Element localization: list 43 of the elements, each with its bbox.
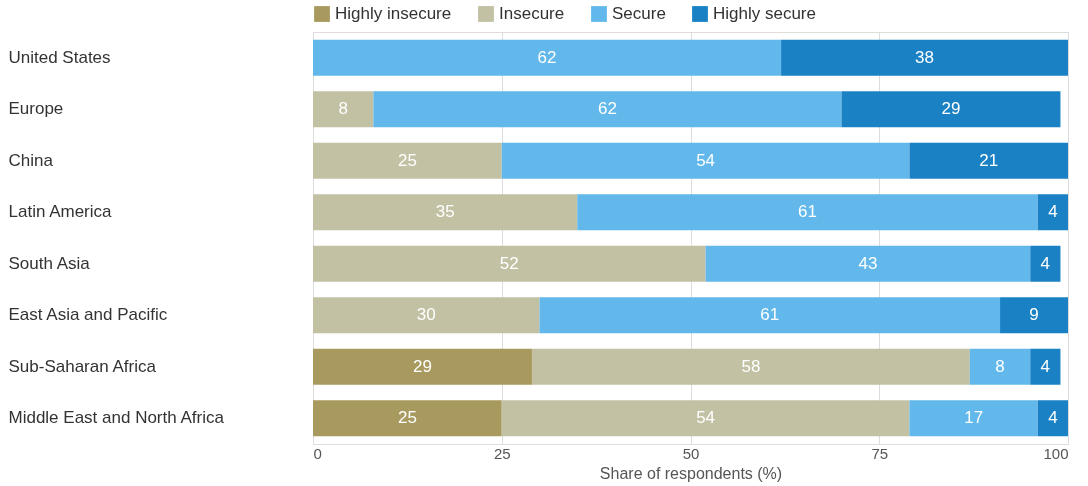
y-tick-label: Latin America — [8, 202, 113, 222]
data-label: 4 — [1040, 253, 1051, 273]
data-label: 29 — [941, 99, 961, 119]
x-tick-label: 50 — [682, 444, 700, 462]
x-tick-label: 75 — [871, 444, 889, 462]
y-tick-label: Europe — [8, 99, 64, 119]
legend-label: Insecure — [499, 4, 565, 23]
data-label: 30 — [416, 305, 436, 325]
y-tick-label: United States — [8, 47, 111, 67]
data-label: 4 — [1048, 408, 1058, 428]
x-tick-label: 25 — [493, 444, 511, 462]
x-tick-label: 100 — [1043, 444, 1069, 462]
data-label: 25 — [397, 408, 417, 428]
data-label: 35 — [435, 202, 455, 222]
y-tick-label: East Asia and Pacific — [8, 305, 168, 325]
data-label: 58 — [741, 356, 761, 376]
legend-label: Secure — [612, 4, 666, 23]
legend-label: Highly insecure — [335, 4, 452, 23]
data-label: 8 — [995, 356, 1005, 376]
x-tick-label: 0 — [313, 444, 322, 462]
data-label: 61 — [798, 202, 817, 222]
legend-label: Highly secure — [713, 4, 816, 23]
data-label: 52 — [499, 253, 519, 273]
data-label: 21 — [979, 150, 999, 170]
data-label: 62 — [597, 99, 617, 119]
data-label: 4 — [1048, 202, 1058, 222]
y-tick-label: South Asia — [8, 253, 91, 273]
y-tick-label: China — [8, 150, 54, 170]
data-label: 29 — [413, 356, 432, 376]
data-label: 17 — [964, 408, 984, 428]
data-label: 54 — [696, 150, 716, 170]
y-tick-label: Sub-Saharan Africa — [8, 356, 157, 376]
y-tick-label: Middle East and North Africa — [8, 408, 225, 428]
data-label: 62 — [537, 47, 557, 67]
data-label: 54 — [696, 408, 716, 428]
data-label: 4 — [1040, 356, 1051, 376]
data-label: 61 — [760, 305, 780, 325]
data-label: 25 — [397, 150, 417, 170]
data-label: 43 — [858, 253, 878, 273]
data-label: 38 — [915, 47, 935, 67]
x-axis-title: Share of respondents (%) — [599, 464, 783, 482]
data-label: 8 — [338, 99, 348, 119]
data-label: 9 — [1029, 305, 1039, 325]
